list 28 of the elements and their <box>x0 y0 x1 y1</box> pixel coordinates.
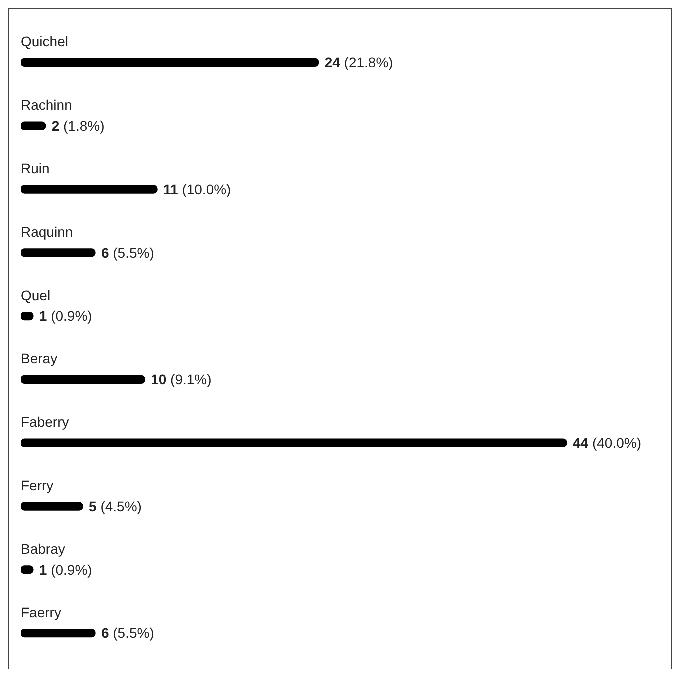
data-label: 1 (0.9%) <box>39 308 92 324</box>
y-tick-label: Quichel <box>21 34 68 50</box>
data-label: 10 (9.1%) <box>151 372 212 388</box>
y-tick-label: Beray <box>21 350 58 367</box>
data-label: 44 (40.0%) <box>573 434 642 451</box>
data-label: 6 (5.5%) <box>101 244 154 261</box>
y-tick-label: Faerry <box>21 604 62 620</box>
y-tick-label: Quel <box>21 287 51 304</box>
bar <box>21 248 96 258</box>
y-tick-label: Raquinn <box>21 224 74 240</box>
y-tick-label: Babray <box>21 540 66 557</box>
bar <box>21 185 158 194</box>
bar <box>21 438 567 448</box>
y-tick-label: Rachinn <box>21 97 72 114</box>
bar <box>21 502 84 511</box>
data-label: 6 (5.5%) <box>101 625 154 642</box>
y-tick-label: Ferry <box>21 478 54 494</box>
data-label: 11 (10.0%) <box>164 181 232 198</box>
bar <box>21 58 320 68</box>
bar <box>21 122 46 130</box>
bar <box>21 628 96 638</box>
data-label: 1 (0.9%) <box>39 562 92 578</box>
data-label: 2 (1.8%) <box>52 118 105 134</box>
bar <box>21 375 146 384</box>
data-label: 5 (4.5%) <box>89 498 142 514</box>
y-tick-label: Faberry <box>21 414 70 430</box>
data-label: 24 (21.8%) <box>324 54 394 71</box>
y-tick-label: Ruin <box>21 160 50 176</box>
